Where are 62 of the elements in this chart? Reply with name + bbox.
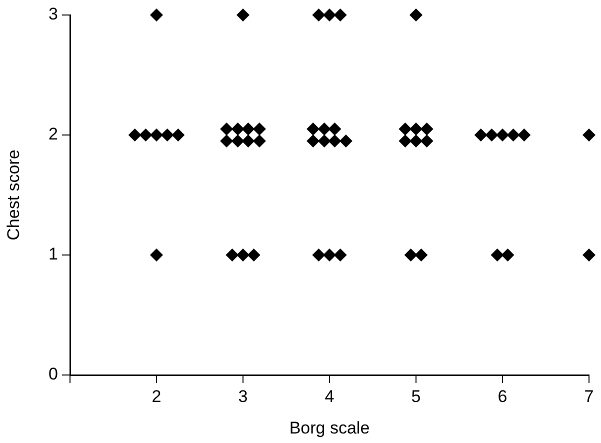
point: [323, 248, 336, 262]
point: [312, 8, 326, 22]
point: [306, 122, 320, 136]
point: [501, 248, 514, 262]
x-tick-label: 6: [498, 386, 508, 406]
point: [404, 248, 418, 262]
point: [496, 128, 509, 142]
point: [328, 134, 342, 148]
point: [242, 134, 255, 148]
point: [474, 128, 488, 142]
point: [582, 128, 596, 142]
point: [236, 248, 250, 262]
y-axis-title: Chest score: [4, 150, 23, 240]
point: [220, 122, 234, 136]
point: [312, 248, 326, 262]
point: [334, 8, 347, 22]
y-tick-label: 3: [48, 4, 58, 24]
point: [306, 134, 320, 148]
point: [220, 134, 234, 148]
point: [420, 122, 434, 136]
point: [150, 8, 163, 22]
point: [410, 8, 422, 22]
x-tick-label: 3: [238, 386, 248, 406]
point: [226, 248, 239, 262]
point: [339, 134, 352, 148]
x-tick-label: 2: [152, 386, 162, 406]
point: [328, 122, 342, 136]
point: [318, 134, 331, 148]
point: [247, 248, 260, 262]
point: [410, 122, 422, 136]
point: [420, 134, 434, 148]
point: [160, 128, 174, 142]
y-tick-label: 1: [48, 244, 58, 264]
point: [398, 122, 412, 136]
x-axis-title: Borg scale: [289, 418, 370, 438]
point: [410, 134, 422, 148]
y-tick-label: 0: [48, 364, 58, 384]
point: [398, 134, 412, 148]
point: [150, 128, 163, 142]
point: [139, 128, 152, 142]
point: [172, 128, 185, 142]
point: [231, 134, 244, 148]
y-tick-label: 2: [48, 124, 58, 144]
point: [518, 128, 531, 142]
point: [242, 122, 255, 136]
x-tick-label: 7: [584, 386, 594, 406]
point: [582, 248, 596, 262]
point: [414, 248, 428, 262]
point: [323, 8, 336, 22]
point: [318, 122, 331, 136]
point: [128, 128, 142, 142]
x-tick-label: 4: [324, 386, 334, 406]
point: [506, 128, 520, 142]
point: [231, 122, 244, 136]
point: [236, 8, 250, 22]
point: [252, 122, 266, 136]
x-tick-label: 5: [411, 386, 421, 406]
point: [334, 248, 347, 262]
point: [485, 128, 498, 142]
point: [490, 248, 504, 262]
point: [252, 134, 266, 148]
point: [150, 248, 163, 262]
